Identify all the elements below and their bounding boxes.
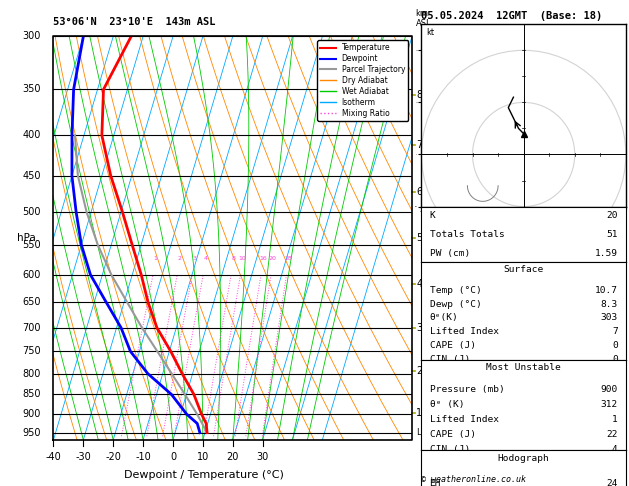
- Text: θᵉ (K): θᵉ (K): [430, 400, 464, 409]
- Text: 7: 7: [416, 139, 423, 150]
- Text: 1.59: 1.59: [594, 249, 618, 258]
- Text: 1: 1: [612, 415, 618, 424]
- Text: Totals Totals: Totals Totals: [430, 230, 504, 239]
- Text: 20: 20: [606, 211, 618, 220]
- Text: 0: 0: [612, 355, 618, 364]
- Text: 900: 900: [601, 385, 618, 394]
- Text: 53°06'N  23°10'E  143m ASL: 53°06'N 23°10'E 143m ASL: [53, 17, 216, 27]
- Text: 24: 24: [606, 479, 618, 486]
- Text: 22: 22: [606, 430, 618, 439]
- Text: -10: -10: [135, 452, 151, 462]
- Text: 28: 28: [284, 256, 292, 261]
- Text: CIN (J): CIN (J): [430, 355, 470, 364]
- Text: Pressure (mb): Pressure (mb): [430, 385, 504, 394]
- Text: 30: 30: [257, 452, 269, 462]
- Text: -30: -30: [75, 452, 91, 462]
- Text: 303: 303: [601, 313, 618, 323]
- Text: CIN (J): CIN (J): [430, 445, 470, 454]
- Text: 550: 550: [22, 240, 41, 250]
- Text: 650: 650: [23, 297, 41, 307]
- Text: 1: 1: [153, 256, 157, 261]
- Text: 8: 8: [231, 256, 235, 261]
- Text: Dewpoint / Temperature (°C): Dewpoint / Temperature (°C): [124, 470, 284, 480]
- Text: 7: 7: [612, 328, 618, 336]
- Text: 500: 500: [23, 207, 41, 217]
- Text: km
ASL: km ASL: [416, 9, 431, 28]
- Text: 4: 4: [416, 279, 423, 289]
- Text: 6: 6: [416, 187, 423, 197]
- Text: 850: 850: [23, 389, 41, 399]
- Text: Dewp (°C): Dewp (°C): [430, 299, 481, 309]
- Text: 20: 20: [226, 452, 239, 462]
- Text: Mixing Ratio (g/kg): Mixing Ratio (g/kg): [433, 198, 442, 278]
- Text: Surface: Surface: [504, 265, 543, 274]
- Text: Most Unstable: Most Unstable: [486, 363, 561, 372]
- Text: CAPE (J): CAPE (J): [430, 430, 476, 439]
- Text: CAPE (J): CAPE (J): [430, 341, 476, 350]
- Text: 700: 700: [23, 323, 41, 333]
- Text: 2: 2: [416, 366, 423, 377]
- Text: 3: 3: [416, 323, 423, 333]
- Text: 10.7: 10.7: [594, 286, 618, 295]
- Text: 900: 900: [23, 409, 41, 419]
- Text: 800: 800: [23, 368, 41, 379]
- Text: 16: 16: [259, 256, 267, 261]
- Text: 600: 600: [23, 270, 41, 280]
- Text: 5: 5: [416, 233, 423, 243]
- Text: Temp (°C): Temp (°C): [430, 286, 481, 295]
- Text: Hodograph: Hodograph: [498, 453, 550, 463]
- Text: 4: 4: [612, 445, 618, 454]
- Text: hPa: hPa: [17, 233, 36, 243]
- Text: 8: 8: [416, 90, 423, 100]
- Legend: Temperature, Dewpoint, Parcel Trajectory, Dry Adiabat, Wet Adiabat, Isotherm, Mi: Temperature, Dewpoint, Parcel Trajectory…: [317, 40, 408, 121]
- Text: Lifted Index: Lifted Index: [430, 328, 499, 336]
- Text: -40: -40: [45, 452, 62, 462]
- Text: 05.05.2024  12GMT  (Base: 18): 05.05.2024 12GMT (Base: 18): [421, 11, 603, 20]
- Text: 10: 10: [197, 452, 209, 462]
- Text: 2: 2: [177, 256, 181, 261]
- Text: 950: 950: [23, 428, 41, 438]
- Text: 0: 0: [612, 341, 618, 350]
- Text: 3: 3: [192, 256, 196, 261]
- Text: K: K: [430, 211, 435, 220]
- Text: Lifted Index: Lifted Index: [430, 415, 499, 424]
- Text: 0: 0: [170, 452, 176, 462]
- Text: 450: 450: [23, 171, 41, 181]
- Text: 4: 4: [203, 256, 208, 261]
- Text: PW (cm): PW (cm): [430, 249, 470, 258]
- Text: 10: 10: [238, 256, 247, 261]
- Text: 750: 750: [22, 347, 41, 356]
- Text: 20: 20: [269, 256, 277, 261]
- Text: 8.3: 8.3: [601, 299, 618, 309]
- Text: EH: EH: [430, 479, 441, 486]
- Text: θᵉ(K): θᵉ(K): [430, 313, 459, 323]
- Text: 300: 300: [23, 32, 41, 41]
- Text: 400: 400: [23, 130, 41, 140]
- Text: 350: 350: [23, 85, 41, 94]
- Text: © weatheronline.co.uk: © weatheronline.co.uk: [421, 474, 526, 484]
- Text: LCL: LCL: [416, 428, 431, 437]
- Text: 312: 312: [601, 400, 618, 409]
- Text: -20: -20: [105, 452, 121, 462]
- Text: kt: kt: [426, 28, 435, 37]
- Text: 51: 51: [606, 230, 618, 239]
- Text: 1: 1: [416, 408, 423, 418]
